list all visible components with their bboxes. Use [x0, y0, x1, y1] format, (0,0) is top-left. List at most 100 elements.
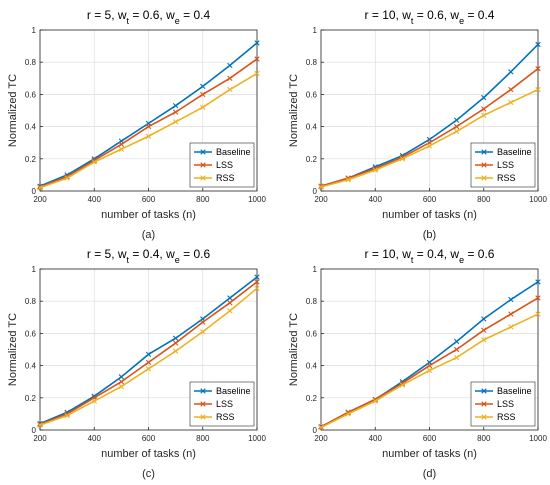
subcaption: (a): [142, 229, 155, 241]
data-point-rss: [227, 308, 233, 314]
data-point-rss: [535, 311, 541, 317]
x-tick-label: 800: [477, 434, 491, 443]
marker-stroke: [372, 167, 378, 173]
legend-entry-rss: RSS: [475, 412, 516, 422]
title-subscript: e: [175, 16, 180, 26]
series-baseline: [37, 274, 260, 427]
data-point-rss: [318, 184, 324, 190]
legend-entry-lss: LSS: [475, 160, 514, 170]
data-point-baseline: [172, 335, 179, 341]
y-tick-label: 0.4: [25, 362, 37, 371]
data-point-baseline: [254, 40, 260, 46]
marker-stroke: [508, 99, 514, 106]
data-point-lss: [200, 91, 206, 98]
data-point-rss: [227, 86, 233, 93]
data-point-lss: [227, 300, 233, 306]
legend-label: LSS: [497, 399, 514, 409]
subcaption: (c): [142, 468, 155, 480]
title-part: = 0.4, w: [413, 247, 459, 261]
x-tick-label: 400: [369, 195, 383, 204]
legend-marker: [481, 388, 487, 394]
marker-stroke: [508, 86, 514, 93]
marker-stroke: [535, 65, 541, 72]
chart-panel-c: 200 400 600 800 1000 0 0.2 0.4 0.6 0.8 1 r = 5, wt …: [7, 247, 266, 480]
data-point-baseline: [227, 62, 233, 69]
data-point-rss: [481, 112, 487, 119]
subcaption: (d): [423, 468, 436, 480]
marker-stroke: [145, 123, 152, 130]
title-subscript: e: [459, 16, 464, 26]
data-point-rss: [345, 177, 351, 183]
x-tick-label: 600: [423, 434, 437, 443]
x-tick-label: 800: [196, 434, 210, 443]
data-point-rss: [118, 146, 125, 152]
legend-marker: [481, 401, 487, 407]
data-point-rss: [426, 367, 433, 374]
marker-stroke: [453, 354, 460, 361]
data-point-baseline: [227, 295, 233, 301]
title-part: r = 5, w: [87, 8, 127, 22]
marker-stroke: [172, 102, 179, 109]
y-tick-label: 0.2: [25, 394, 37, 403]
title-part: = 0.6, w: [413, 8, 459, 22]
legend: Baseline LSS RSS: [189, 142, 255, 188]
title-part: = 0.6: [180, 247, 211, 261]
data-point-lss: [254, 279, 260, 285]
y-tick-label: 0.4: [25, 123, 37, 132]
y-tick-label: 0.8: [306, 58, 318, 67]
series-lss: [318, 295, 541, 430]
series-rss: [37, 70, 260, 191]
legend: Baseline LSS RSS: [189, 381, 255, 427]
x-tick-label: 600: [142, 195, 156, 204]
y-tick-label: 0.2: [306, 155, 318, 164]
data-point-rss: [200, 104, 206, 110]
data-point-lss: [481, 327, 487, 333]
data-point-rss: [481, 337, 487, 343]
marker-stroke: [254, 40, 260, 46]
marker-stroke: [453, 123, 460, 130]
y-axis-label: Normalized TC: [7, 74, 19, 147]
marker-stroke: [118, 383, 125, 390]
marker-stroke: [508, 296, 514, 303]
title-part: r = 10, w: [365, 247, 412, 261]
marker-stroke: [481, 327, 487, 333]
legend-label: Baseline: [497, 386, 532, 396]
data-point-baseline: [453, 338, 460, 345]
marker-stroke: [345, 411, 351, 417]
x-tick-label: 400: [88, 195, 102, 204]
marker-stroke: [372, 398, 378, 404]
legend-label: Baseline: [216, 386, 251, 396]
subcaption: (b): [423, 229, 436, 241]
data-point-lss: [481, 106, 487, 112]
legend-entry-baseline: Baseline: [194, 386, 251, 396]
marker-stroke: [200, 319, 206, 325]
data-point-rss: [254, 285, 260, 292]
data-point-lss: [118, 141, 125, 147]
title-part: = 0.4, w: [129, 247, 175, 261]
data-point-rss: [91, 159, 97, 165]
data-point-rss: [318, 424, 324, 431]
data-point-rss: [118, 383, 125, 390]
marker-stroke: [481, 94, 487, 101]
data-point-rss: [453, 128, 460, 135]
data-point-rss: [145, 133, 152, 139]
series-lss: [37, 279, 260, 428]
marker-stroke: [172, 348, 179, 354]
y-tick-label: 0: [313, 187, 318, 196]
y-tick-label: 0.6: [25, 90, 37, 99]
marker-stroke: [426, 367, 433, 374]
data-point-lss: [227, 75, 233, 81]
x-axis-label: number of tasks (n): [382, 209, 477, 221]
marker-stroke: [481, 337, 487, 343]
legend-entry-lss: LSS: [194, 160, 233, 170]
x-tick-label: 1000: [248, 434, 266, 443]
data-point-rss: [508, 324, 514, 330]
x-tick-label: 800: [477, 195, 491, 204]
marker-stroke: [227, 308, 233, 314]
marker-stroke: [254, 274, 260, 280]
data-point-lss: [508, 311, 514, 317]
x-tick-label: 1000: [529, 434, 547, 443]
marker-stroke: [254, 70, 260, 77]
marker-stroke: [508, 69, 514, 75]
marker-stroke: [481, 316, 487, 322]
